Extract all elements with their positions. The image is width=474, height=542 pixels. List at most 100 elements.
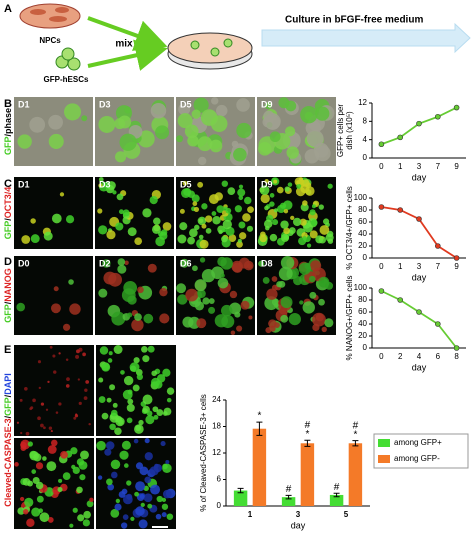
cell-blob [199, 239, 209, 249]
legend-label: among GFP- [394, 454, 440, 463]
cell-blob [309, 291, 317, 299]
cell-blob [27, 441, 33, 447]
cell-blob [72, 507, 78, 513]
cell-blob [53, 286, 59, 292]
cell-blob [271, 276, 278, 282]
cell-blob [258, 142, 272, 156]
micrograph [14, 345, 94, 436]
cell-blob [218, 229, 223, 235]
cell-blob [179, 258, 189, 268]
cell-blob [112, 190, 117, 195]
cell-blob [52, 354, 56, 358]
cell-blob [124, 106, 132, 114]
day-label: D5 [180, 99, 192, 109]
cell-blob [120, 370, 125, 375]
y-tick-label: 60 [358, 217, 367, 226]
cell-blob [98, 396, 106, 403]
cell-blob [19, 398, 23, 402]
cell-blob [191, 194, 200, 203]
cell-blob [225, 207, 232, 214]
cell-blob [230, 330, 236, 335]
x-axis-title: day [291, 520, 306, 530]
cell-blob [40, 423, 44, 428]
cell-blob [184, 124, 199, 139]
cell-blob [117, 258, 126, 266]
cell-blob [62, 472, 71, 480]
cell-blob [264, 205, 269, 211]
cell-blob [277, 204, 286, 214]
label-part: / [3, 218, 13, 221]
hesc-cell [190, 40, 200, 50]
row-label: Cleaved-CASPASE-3/GFP/DAPI [3, 373, 13, 506]
cell-blob [116, 193, 124, 201]
y-tick-label: 40 [358, 229, 367, 238]
data-point [416, 120, 422, 127]
cell-blob [50, 303, 61, 314]
y-tick-label: 100 [354, 193, 368, 202]
cell-blob [124, 260, 129, 266]
cell-blob [84, 388, 88, 392]
cell-blob [21, 235, 31, 244]
cell-blob [149, 195, 158, 205]
cell-blob [211, 211, 217, 216]
cell-blob [208, 194, 219, 205]
cell-blob [179, 208, 185, 214]
x-tick-label: 1 [398, 162, 403, 171]
cell-blob [111, 311, 126, 326]
cell-blob [130, 516, 135, 521]
cell-blob [37, 416, 41, 421]
cell-blob [177, 234, 187, 244]
cell-blob [58, 478, 63, 483]
y-tick-label: 0 [363, 343, 368, 352]
cell-blob [166, 513, 174, 520]
cell-blob [280, 256, 295, 270]
cell-blob [324, 318, 334, 328]
cell-blob [161, 512, 167, 518]
cell-blob [107, 358, 113, 363]
cell-blob [49, 345, 53, 349]
cell-blob [137, 286, 144, 294]
data-point [378, 288, 385, 294]
cell-blob [327, 183, 333, 189]
cell-blob [42, 456, 47, 461]
day-label: D3 [99, 99, 111, 109]
label-part: OCT3/4 [3, 187, 13, 219]
panel-label: B [4, 98, 12, 110]
cell-blob [127, 398, 134, 405]
cell-blob [136, 373, 144, 381]
schematic: NPCs GFP-hESCs mix Culture in bFGF-free … [19, 3, 471, 84]
cell-blob [283, 209, 289, 214]
data-line [381, 290, 458, 349]
y-tick-label: 20 [358, 241, 367, 250]
data-point [378, 204, 385, 210]
x-tick-label: 0 [379, 352, 384, 361]
cell-blob [208, 298, 215, 305]
cell-blob [231, 140, 239, 148]
cell-blob [135, 425, 142, 432]
y-tick-label: 80 [358, 295, 367, 304]
cell-blob [236, 98, 250, 112]
data-point [416, 309, 422, 315]
cell-blob [198, 234, 204, 240]
cell-blob [197, 289, 206, 298]
cell-blob [196, 318, 207, 329]
cell-blob [247, 206, 254, 213]
cell-blob [89, 497, 94, 503]
cell-blob [299, 218, 307, 226]
cell-blob [302, 236, 307, 241]
x-tick-label: 8 [454, 352, 459, 361]
data-point [453, 255, 460, 261]
row-label: GFP/NANOG [3, 268, 13, 323]
cell-blob [81, 115, 88, 122]
cell-blob [115, 416, 125, 427]
cell-blob [159, 288, 168, 297]
cell-blob [108, 272, 123, 287]
cell-blob [38, 386, 42, 390]
cell-blob [299, 300, 304, 305]
cell-blob [119, 133, 137, 151]
cell-blob [323, 218, 330, 225]
cell-blob [310, 219, 318, 227]
cell-blob [127, 227, 137, 237]
cell-blob [142, 394, 153, 405]
cell-blob [242, 213, 251, 222]
